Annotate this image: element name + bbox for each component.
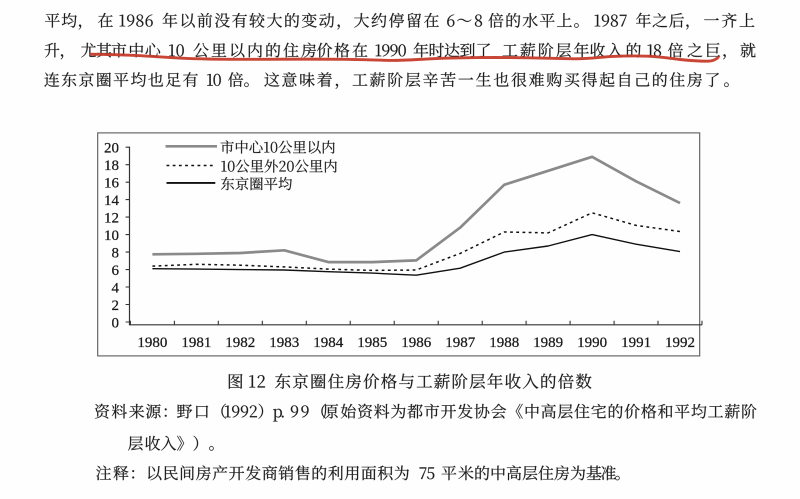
svg-text:1992: 1992 bbox=[665, 335, 695, 351]
svg-text:1986: 1986 bbox=[401, 335, 432, 351]
svg-text:10: 10 bbox=[104, 228, 119, 244]
svg-text:6: 6 bbox=[112, 263, 120, 279]
svg-text:4: 4 bbox=[112, 280, 120, 296]
svg-text:16: 16 bbox=[104, 176, 120, 192]
svg-text:1990: 1990 bbox=[577, 335, 607, 351]
svg-text:1988: 1988 bbox=[489, 335, 519, 351]
svg-text:14: 14 bbox=[104, 193, 120, 209]
svg-text:1982: 1982 bbox=[225, 335, 255, 351]
svg-text:1991: 1991 bbox=[621, 335, 651, 351]
svg-text:1984: 1984 bbox=[313, 335, 344, 351]
svg-text:1989: 1989 bbox=[533, 335, 563, 351]
svg-text:1987: 1987 bbox=[445, 335, 476, 351]
svg-text:1980: 1980 bbox=[137, 335, 167, 351]
svg-text:20: 20 bbox=[104, 141, 119, 157]
svg-text:1985: 1985 bbox=[357, 335, 387, 351]
svg-text:12: 12 bbox=[104, 211, 119, 227]
svg-text:0: 0 bbox=[112, 315, 120, 331]
svg-text:2: 2 bbox=[112, 298, 120, 314]
svg-text:8: 8 bbox=[112, 246, 120, 262]
svg-text:1983: 1983 bbox=[269, 335, 299, 351]
svg-text:1981: 1981 bbox=[181, 335, 211, 351]
svg-text:18: 18 bbox=[104, 158, 119, 174]
